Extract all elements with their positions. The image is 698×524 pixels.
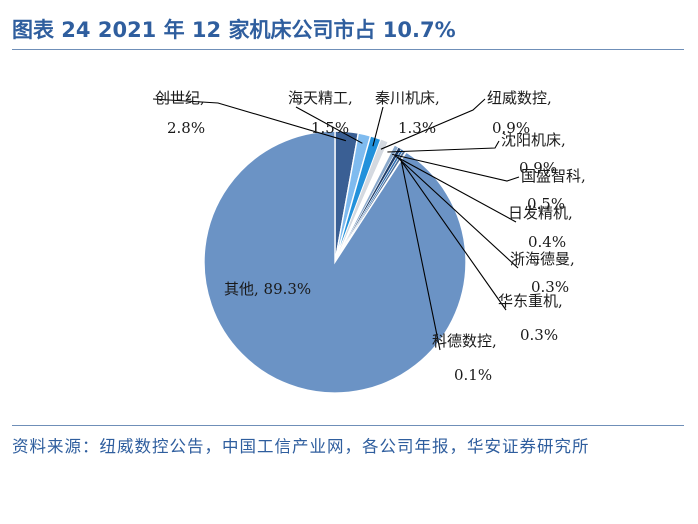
slice-value-label: 0.5% bbox=[527, 195, 565, 213]
slice-label: 沈阳机床, bbox=[501, 131, 566, 149]
slice-label: 其他, 89.3% bbox=[224, 280, 311, 298]
leader-line bbox=[372, 106, 384, 147]
leader-line bbox=[295, 106, 363, 144]
leader-line bbox=[399, 158, 507, 311]
slice-value-label: 2.8% bbox=[167, 119, 205, 137]
leader-line bbox=[395, 155, 517, 223]
slice-label: 浙海德曼, bbox=[510, 250, 575, 268]
slice-label: 秦川机床, bbox=[375, 89, 440, 107]
leader-line bbox=[392, 153, 520, 182]
slice-label: 国盛智科, bbox=[521, 167, 586, 185]
leader-line bbox=[387, 140, 500, 153]
slice-value-label: 1.5% bbox=[311, 119, 349, 137]
source-divider bbox=[12, 425, 684, 426]
slice-value-label: 0.4% bbox=[528, 233, 566, 251]
pie-slice bbox=[203, 130, 467, 394]
slice-label: 纽威数控, bbox=[487, 89, 552, 107]
slice-label: 华东重机, bbox=[498, 292, 563, 310]
figure-title: 图表 24 2021 年 12 家机床公司市占 10.7% bbox=[12, 18, 456, 42]
slice-value-label: 0.9% bbox=[519, 159, 557, 177]
source-note: 资料来源：纽威数控公告，中国工信产业网，各公司年报，华安证券研究所 bbox=[12, 437, 590, 456]
pie-slices bbox=[203, 130, 467, 394]
slice-value-label: 0.1% bbox=[454, 366, 492, 384]
slice-labels: 创世纪,2.8%海天精工,1.5%秦川机床,1.3%纽威数控,0.9%沈阳机床,… bbox=[155, 89, 586, 384]
slice-value-label: 1.3% bbox=[398, 119, 436, 137]
slice-label: 日发精机, bbox=[508, 204, 573, 222]
slice-value-label: 0.3% bbox=[520, 326, 558, 344]
leader-lines bbox=[152, 98, 520, 351]
slice-value-label: 0.3% bbox=[531, 278, 569, 296]
leader-line bbox=[152, 98, 347, 142]
slice-value-label: 0.9% bbox=[492, 119, 530, 137]
title-divider bbox=[12, 49, 684, 50]
slice-label: 创世纪, bbox=[155, 89, 205, 107]
leader-line bbox=[400, 159, 441, 351]
slice-label: 海天精工, bbox=[288, 89, 353, 107]
slice-label: 科德数控, bbox=[432, 332, 497, 350]
leader-line bbox=[397, 157, 519, 269]
leader-line bbox=[380, 98, 486, 150]
